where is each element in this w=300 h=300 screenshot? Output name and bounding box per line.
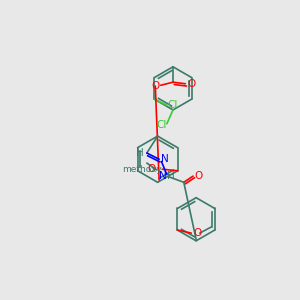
Text: N: N xyxy=(159,171,167,181)
Text: O: O xyxy=(194,171,202,181)
Text: H: H xyxy=(167,171,175,181)
Text: Cl: Cl xyxy=(156,120,167,130)
Text: N: N xyxy=(161,154,169,164)
Text: O: O xyxy=(151,81,159,91)
Text: H: H xyxy=(136,148,144,158)
Text: Cl: Cl xyxy=(168,100,178,110)
Text: O: O xyxy=(193,228,202,238)
Text: O: O xyxy=(147,164,156,174)
Text: O: O xyxy=(188,79,196,89)
Text: methoxy: methoxy xyxy=(122,165,162,174)
